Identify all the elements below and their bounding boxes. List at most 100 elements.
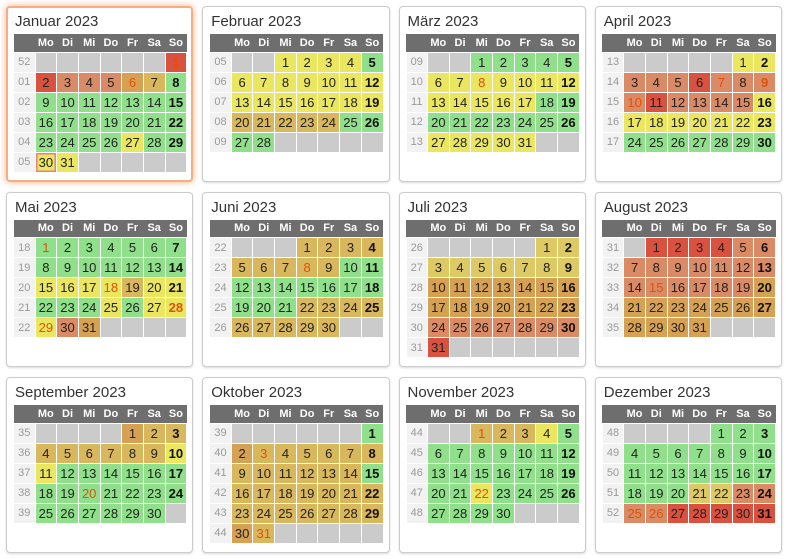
day-cell[interactable]: 29: [295, 317, 319, 338]
day-cell[interactable]: 2: [753, 51, 776, 73]
day-cell[interactable]: 30: [492, 131, 515, 153]
day-cell[interactable]: 5: [99, 71, 123, 93]
day-cell[interactable]: 25: [535, 482, 559, 504]
day-cell[interactable]: 1: [644, 237, 668, 258]
day-cell[interactable]: 4: [274, 442, 297, 464]
day-cell[interactable]: 12: [644, 462, 668, 484]
day-cell[interactable]: 14: [164, 257, 188, 278]
day-cell[interactable]: 15: [274, 91, 297, 113]
day-cell[interactable]: 25: [709, 297, 733, 318]
day-cell[interactable]: 21: [274, 297, 297, 318]
day-cell[interactable]: 11: [99, 257, 123, 278]
day-cell[interactable]: 2: [142, 422, 166, 444]
day-cell[interactable]: 17: [164, 462, 188, 484]
day-cell[interactable]: 30: [142, 502, 166, 524]
day-cell[interactable]: 24: [56, 131, 79, 153]
day-cell[interactable]: 25: [34, 502, 58, 524]
day-cell[interactable]: 27: [753, 297, 776, 318]
day-cell[interactable]: 8: [470, 71, 494, 93]
day-cell[interactable]: 6: [427, 442, 450, 464]
day-cell[interactable]: 28: [709, 131, 733, 153]
day-cell[interactable]: 23: [666, 297, 690, 318]
day-cell[interactable]: 18: [623, 482, 646, 504]
day-cell[interactable]: 11: [77, 91, 101, 113]
day-cell[interactable]: 3: [77, 237, 101, 258]
day-cell[interactable]: 18: [709, 277, 733, 298]
day-cell[interactable]: 13: [252, 277, 276, 298]
day-cell[interactable]: 27: [121, 131, 144, 153]
day-cell[interactable]: 25: [339, 111, 362, 133]
day-cell[interactable]: 16: [142, 462, 166, 484]
day-cell[interactable]: 28: [339, 502, 362, 524]
day-cell[interactable]: 23: [34, 131, 58, 153]
day-cell[interactable]: 23: [56, 297, 79, 318]
day-cell[interactable]: 4: [623, 442, 646, 464]
day-cell[interactable]: 19: [230, 297, 254, 318]
day-cell[interactable]: 3: [513, 51, 537, 73]
day-cell[interactable]: 24: [513, 111, 537, 133]
day-cell[interactable]: 10: [339, 257, 362, 278]
day-cell[interactable]: 31: [77, 317, 101, 338]
day-cell[interactable]: 29: [360, 502, 384, 524]
day-cell[interactable]: 28: [164, 297, 188, 318]
day-cell[interactable]: 26: [121, 297, 144, 318]
day-cell[interactable]: 2: [56, 237, 79, 258]
day-cell[interactable]: 2: [317, 237, 341, 258]
day-cell[interactable]: 28: [623, 317, 646, 338]
day-cell[interactable]: 10: [252, 462, 276, 484]
day-cell[interactable]: 16: [492, 91, 515, 113]
day-cell[interactable]: 28: [688, 502, 711, 524]
day-cell[interactable]: 18: [360, 277, 384, 298]
day-cell[interactable]: 1: [34, 237, 58, 258]
day-cell[interactable]: 9: [666, 257, 690, 278]
day-cell[interactable]: 11: [339, 71, 362, 93]
day-cell[interactable]: 17: [753, 462, 776, 484]
day-cell[interactable]: 13: [688, 91, 711, 113]
day-cell[interactable]: 7: [623, 257, 646, 278]
day-cell[interactable]: 8: [731, 71, 755, 93]
day-cell[interactable]: 29: [34, 317, 58, 338]
day-cell[interactable]: 3: [688, 237, 711, 258]
day-cell[interactable]: 24: [688, 297, 711, 318]
day-cell[interactable]: 13: [142, 257, 166, 278]
day-cell[interactable]: 21: [252, 111, 276, 133]
day-cell[interactable]: 22: [164, 111, 188, 133]
day-cell[interactable]: 11: [535, 442, 559, 464]
day-cell[interactable]: 26: [230, 317, 254, 338]
day-cell[interactable]: 21: [142, 111, 166, 133]
day-cell[interactable]: 9: [492, 442, 515, 464]
day-cell[interactable]: 14: [99, 462, 123, 484]
day-cell[interactable]: 1: [470, 422, 494, 444]
day-cell[interactable]: 20: [77, 482, 101, 504]
day-cell[interactable]: 8: [644, 257, 668, 278]
day-cell[interactable]: 22: [644, 297, 668, 318]
day-cell[interactable]: 20: [492, 297, 515, 318]
day-cell[interactable]: 14: [623, 277, 646, 298]
day-cell[interactable]: 21: [448, 111, 472, 133]
day-cell[interactable]: 20: [688, 111, 711, 133]
day-cell[interactable]: 26: [557, 111, 580, 133]
day-cell[interactable]: 30: [317, 317, 341, 338]
day-cell[interactable]: 25: [644, 131, 668, 153]
day-cell[interactable]: 10: [513, 71, 537, 93]
day-cell[interactable]: 9: [753, 71, 776, 93]
day-cell[interactable]: 2: [666, 237, 690, 258]
day-cell[interactable]: 16: [557, 277, 580, 298]
day-cell[interactable]: 16: [731, 462, 755, 484]
day-cell[interactable]: 12: [470, 277, 494, 298]
day-cell[interactable]: 9: [557, 257, 580, 278]
day-cell[interactable]: 12: [56, 462, 79, 484]
day-cell[interactable]: 27: [666, 502, 690, 524]
day-cell[interactable]: 24: [753, 482, 776, 504]
day-cell[interactable]: 15: [709, 462, 733, 484]
day-cell[interactable]: 15: [164, 91, 188, 113]
day-cell[interactable]: 19: [470, 297, 494, 318]
day-cell[interactable]: 15: [470, 462, 494, 484]
day-cell[interactable]: 19: [644, 482, 668, 504]
day-cell[interactable]: 17: [688, 277, 711, 298]
day-cell[interactable]: 18: [644, 111, 668, 133]
day-cell[interactable]: 19: [56, 482, 79, 504]
day-cell[interactable]: 3: [252, 442, 276, 464]
day-cell[interactable]: 27: [252, 317, 276, 338]
day-cell[interactable]: 7: [448, 442, 472, 464]
